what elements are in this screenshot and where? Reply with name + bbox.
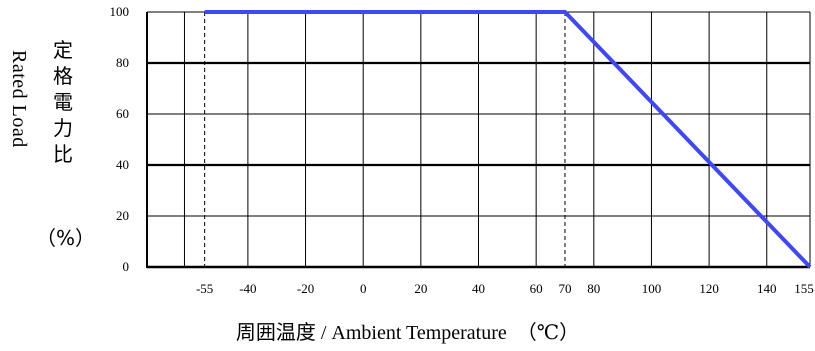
y-axis-label-char: 格 [53,64,73,88]
y-axis-label-char: 比 [53,142,73,166]
x-tick-label: 120 [699,281,719,296]
axes [146,12,811,269]
x-tick-label: 70 [558,281,571,296]
y-axis-label-char: 定 [53,38,73,62]
y-axis-label-char: 力 [53,116,73,140]
y-axis-label-char: 電 [53,90,73,114]
derating-curve [204,10,812,269]
series [204,10,812,269]
x-tick-label: 60 [530,281,543,296]
y-tick-label: 0 [123,259,130,274]
x-tick-label: -20 [297,281,314,296]
x-tick-label: -40 [239,281,256,296]
x-tick-label: 80 [587,281,600,296]
x-tick-label: 0 [360,281,367,296]
x-tick-label: 155 [794,281,814,296]
x-tick-label: 140 [757,281,777,296]
x-tick-label: -55 [196,281,213,296]
y-tick-label: 20 [116,208,129,223]
y-tick-labels: 0 20 40 60 80 100 [110,4,130,274]
y-tick-label: 100 [110,4,130,19]
y-tick-label: 60 [116,106,129,121]
x-tick-label: 20 [414,281,427,296]
y-tick-label: 80 [116,55,129,70]
y-axis-label-english: Rated Load [8,50,30,148]
x-axis-label-japanese: 周囲温度 [235,320,316,344]
y-axis-unit: （%） [36,226,96,250]
x-tick-label: 100 [642,281,662,296]
y-axis-label-japanese: 定格電力比 [48,37,78,167]
x-axis-label: 周囲温度 / Ambient Temperature （℃） [0,316,815,345]
x-tick-label: 40 [472,281,485,296]
grid [147,11,811,267]
x-axis-label-english: / Ambient Temperature （℃） [315,322,580,344]
y-tick-label: 40 [116,157,129,172]
x-tick-labels: -55 -40 -20 0 20 40 60 70 80 100 120 140 155 [196,281,814,296]
